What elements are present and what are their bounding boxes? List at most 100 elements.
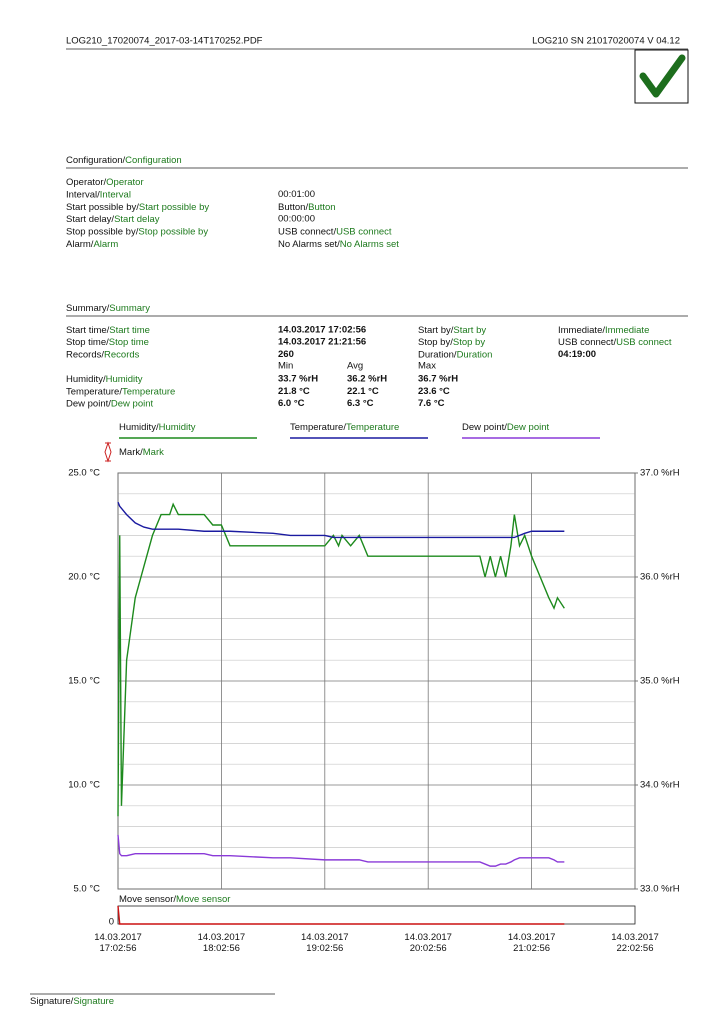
config-label-part: Start possible by/	[66, 201, 139, 212]
config-label: Interval/Interval	[66, 189, 131, 200]
x-tick-label: 14.03.2017 19:02:56	[301, 932, 349, 954]
config-label-part: Alarm/	[66, 239, 94, 250]
data-line	[117, 502, 565, 817]
move-sensor-area	[117, 905, 636, 925]
x-tick-label-line: 21:02:56	[513, 943, 550, 954]
summary-label-part: Records/	[66, 349, 104, 360]
legend-label: Humidity/Humidity	[119, 422, 196, 433]
config-value: Button/Button	[278, 201, 336, 212]
mark-label: Mark/Mark	[119, 447, 164, 458]
summary-value-part: USB connect	[616, 337, 672, 348]
legend-label-part: Temperature	[346, 422, 399, 433]
x-tick-label: 14.03.2017 18:02:56	[198, 932, 246, 954]
y2-tick-label: 36.0 %rH	[640, 572, 680, 583]
summary-label: Stop time/Stop time	[66, 337, 149, 348]
x-tick-label-line: 19:02:56	[306, 943, 343, 954]
x-tick-label-line: 17:02:56	[100, 943, 137, 954]
stats-value: 6.3 °C	[347, 398, 374, 409]
stats-value: 36.7 %rH	[418, 374, 458, 385]
config-value-part: Button/	[278, 201, 308, 212]
legend-label-part: Dew point/	[462, 422, 507, 433]
legend-label-part: Humidity/	[119, 422, 159, 433]
config-value-part: USB connect/	[278, 226, 336, 237]
stats-label-part: Dew point/	[66, 398, 111, 409]
config-label: Start delay/Start delay	[66, 214, 160, 225]
summary-label: Records/Records	[66, 349, 140, 360]
summary-label-part: Start by/	[418, 325, 454, 336]
summary-label: Start time/Start time	[66, 325, 150, 336]
section-title: Configuration/Configuration	[66, 155, 182, 166]
stats-label: Temperature/Temperature	[66, 386, 175, 397]
x-tick-label: 14.03.2017 17:02:56	[94, 932, 142, 954]
x-tick-label-line: 14.03.2017	[301, 932, 349, 943]
config-value-part: USB connect	[336, 226, 392, 237]
x-tick-label-line: 14.03.2017	[198, 932, 246, 943]
summary-value-part: Immediate	[605, 325, 649, 336]
summary-value: 14.03.2017 17:02:56	[278, 325, 366, 336]
signature-label: Signature/Signature	[30, 996, 114, 1007]
stats-value: 7.6 °C	[418, 398, 445, 409]
config-label-part: Stop possible by/	[66, 226, 139, 237]
stats-column: Max	[418, 361, 436, 372]
summary-label-part: Start time/	[66, 325, 110, 336]
mark-label-part: Mark	[143, 447, 164, 458]
summary-label-part: Stop by/	[418, 337, 453, 348]
summary-value-part: USB connect/	[558, 337, 616, 348]
stats-label-part: Temperature/	[66, 386, 122, 397]
stats-column: Avg	[347, 361, 363, 372]
x-tick-label-line: 14.03.2017	[508, 932, 556, 943]
section-title-part: Summary/	[66, 303, 110, 314]
summary-value: 14.03.2017 21:21:56	[278, 337, 366, 348]
stats-label-part: Humidity/	[66, 374, 106, 385]
config-label-part: Interval/	[66, 189, 100, 200]
stats-label-part: Temperature	[122, 386, 175, 397]
stats-value: 33.7 %rH	[278, 374, 318, 385]
signature-label-part: Signature/	[30, 996, 74, 1007]
stats-value: 22.1 °C	[347, 386, 379, 397]
move-sensor-title: Move sensor/Move sensor	[119, 894, 230, 905]
config-label-part: Start delay	[114, 214, 160, 225]
legend-label-part: Dew point	[507, 422, 550, 433]
mark-icon	[104, 441, 112, 463]
summary-label: Stop by/Stop by	[418, 337, 485, 348]
summary-value: USB connect/USB connect	[558, 337, 672, 348]
summary-label-part: Stop time/	[66, 337, 109, 348]
config-label-part: Start delay/	[66, 214, 114, 225]
stats-value: 36.2 %rH	[347, 374, 387, 385]
y2-tick-label: 35.0 %rH	[640, 676, 680, 687]
config-label-part: Interval	[100, 189, 131, 200]
x-tick-label-line: 14.03.2017	[94, 932, 142, 943]
summary-label-part: Duration	[457, 349, 493, 360]
y-tick-label: 0	[109, 917, 114, 928]
config-label: Alarm/Alarm	[66, 239, 118, 250]
legend-label: Dew point/Dew point	[462, 422, 549, 433]
x-tick-label-line: 18:02:56	[203, 943, 240, 954]
data-line	[117, 501, 565, 539]
x-tick-label-line: 14.03.2017	[611, 932, 659, 943]
section-title-part: Configuration	[125, 155, 182, 166]
stats-value: 23.6 °C	[418, 386, 450, 397]
config-label: Operator/Operator	[66, 177, 144, 188]
config-label-part: Operator/	[66, 177, 106, 188]
config-value-part: No Alarms set/	[278, 239, 340, 250]
stats-value: 6.0 °C	[278, 398, 305, 409]
mark-label-part: Mark/	[119, 447, 143, 458]
summary-value-part: Immediate/	[558, 325, 605, 336]
y2-tick-label: 33.0 %rH	[640, 884, 680, 895]
move-sensor-line	[117, 905, 565, 925]
x-tick-label-line: 22:02:56	[617, 943, 654, 954]
summary-label: Duration/Duration	[418, 349, 492, 360]
section-title: Summary/Summary	[66, 303, 150, 314]
check-mark	[639, 54, 686, 98]
y-tick-label: 5.0 °C	[73, 884, 100, 895]
config-label-part: Stop possible by	[138, 226, 208, 237]
file-name: LOG210_17020074_2017-03-14T170252.PDF	[66, 36, 263, 47]
summary-label-part: Start by	[453, 325, 486, 336]
section-title-part: Configuration/	[66, 155, 126, 166]
summary-label-part: Stop by	[453, 337, 485, 348]
config-value-part: No Alarms set	[340, 239, 399, 250]
move-sensor-title-part: Move sensor	[176, 894, 230, 905]
data-line	[117, 834, 565, 867]
